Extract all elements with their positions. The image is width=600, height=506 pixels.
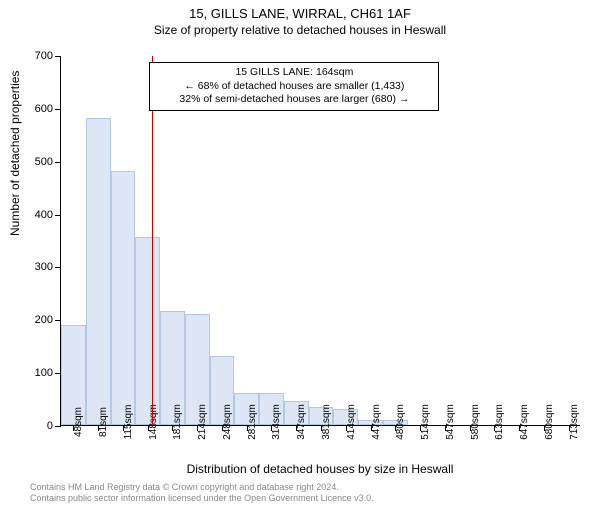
x-tick-label: 680sqm — [544, 404, 555, 440]
x-tick-label: 613sqm — [494, 404, 505, 440]
y-tick-label: 0 — [21, 420, 53, 432]
chart-title: 15, GILLS LANE, WIRRAL, CH61 1AF — [0, 6, 600, 21]
y-tick-label: 700 — [21, 50, 53, 62]
y-tick — [55, 320, 61, 321]
x-tick-label: 214sqm — [197, 404, 208, 440]
histogram-bar — [135, 237, 160, 425]
y-axis-label: Number of detached properties — [8, 71, 22, 236]
x-tick-label: 48sqm — [73, 407, 84, 437]
subject-marker-line — [152, 56, 153, 425]
x-tick-label: 314sqm — [271, 404, 282, 440]
y-tick-label: 500 — [21, 156, 53, 168]
y-tick-label: 400 — [21, 209, 53, 221]
x-tick-label: 414sqm — [346, 404, 357, 440]
x-tick-label: 81sqm — [98, 407, 109, 437]
y-tick — [55, 267, 61, 268]
y-tick-label: 300 — [21, 261, 53, 273]
y-tick — [55, 56, 61, 57]
histogram-bar — [111, 171, 136, 425]
plot-region: 010020030040050060070048sqm81sqm115sqm14… — [60, 56, 580, 426]
y-tick — [55, 426, 61, 427]
y-tick-label: 600 — [21, 103, 53, 115]
chart-area: 010020030040050060070048sqm81sqm115sqm14… — [60, 56, 580, 426]
x-tick-label: 347sqm — [296, 404, 307, 440]
x-tick-label: 181sqm — [172, 404, 183, 440]
x-tick-label: 480sqm — [395, 404, 406, 440]
x-tick-label: 713sqm — [569, 404, 580, 440]
x-tick-label: 514sqm — [420, 404, 431, 440]
x-axis-label: Distribution of detached houses by size … — [60, 462, 580, 476]
x-tick-label: 248sqm — [222, 404, 233, 440]
attribution-line2: Contains public sector information licen… — [30, 493, 374, 504]
y-tick-label: 100 — [21, 367, 53, 379]
attribution: Contains HM Land Registry data © Crown c… — [30, 482, 374, 504]
attribution-line1: Contains HM Land Registry data © Crown c… — [30, 482, 374, 493]
histogram-bar — [86, 118, 111, 425]
y-tick — [55, 215, 61, 216]
x-tick-label: 281sqm — [247, 404, 258, 440]
callout-line1: 15 GILLS LANE: 164sqm — [158, 66, 430, 80]
x-tick-label: 115sqm — [123, 405, 134, 440]
x-tick-label: 580sqm — [470, 404, 481, 440]
x-tick-label: 381sqm — [321, 404, 332, 440]
x-tick-label: 447sqm — [371, 404, 382, 440]
y-tick — [55, 162, 61, 163]
x-tick-label: 647sqm — [519, 404, 530, 440]
callout-line2: ← 68% of detached houses are smaller (1,… — [158, 80, 430, 94]
x-tick-label: 148sqm — [148, 404, 159, 440]
callout-box: 15 GILLS LANE: 164sqm← 68% of detached h… — [149, 62, 439, 111]
y-tick — [55, 109, 61, 110]
callout-line3: 32% of semi-detached houses are larger (… — [158, 93, 430, 107]
y-tick-label: 200 — [21, 314, 53, 326]
chart-subtitle: Size of property relative to detached ho… — [0, 23, 600, 37]
x-tick-label: 547sqm — [445, 404, 456, 440]
